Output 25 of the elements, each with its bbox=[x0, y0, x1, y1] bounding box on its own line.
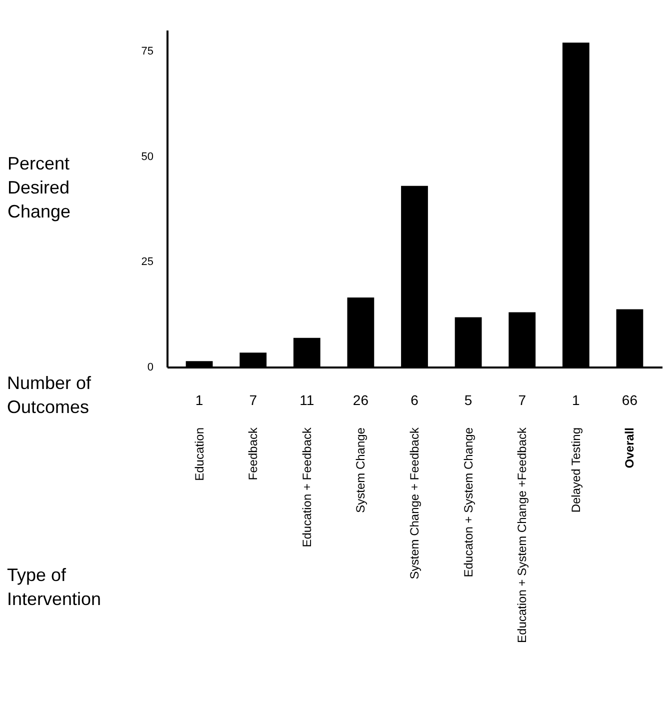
x-tick-label: System Change bbox=[354, 427, 368, 513]
y-tick-label: 25 bbox=[141, 256, 154, 268]
text: 7 bbox=[249, 392, 258, 408]
y-tick-label: 50 bbox=[141, 150, 154, 163]
text: 66 bbox=[622, 392, 638, 408]
text: 26 bbox=[352, 392, 369, 408]
text: 6 bbox=[410, 392, 419, 408]
x-tick-label: Delayed Testing bbox=[568, 428, 583, 513]
x-tick-label: Education + Feedback bbox=[300, 426, 314, 548]
y-axis-title: Percent Desired Change bbox=[8, 154, 71, 222]
text: 11 bbox=[300, 392, 314, 408]
x-tick-label: Feedback bbox=[246, 426, 260, 480]
text: 5 bbox=[464, 392, 472, 408]
text: 7 bbox=[518, 392, 526, 408]
y-tick-label: 75 bbox=[141, 46, 154, 58]
x-tick-label: Education + System Change +Feedback bbox=[515, 426, 530, 643]
text: 1 bbox=[195, 392, 204, 408]
text: Type of Intervention bbox=[7, 565, 102, 609]
x-tick-label: System Change + Feedback bbox=[408, 426, 422, 580]
x-tick-label: Overall bbox=[622, 428, 637, 468]
y-tick-label: 0 bbox=[147, 362, 154, 374]
text: 1 bbox=[572, 392, 580, 408]
x-tick-label: Educaton + System Change bbox=[461, 427, 476, 578]
text: Number of Outcomes bbox=[7, 373, 92, 417]
x-tick-label: Education bbox=[192, 428, 206, 481]
